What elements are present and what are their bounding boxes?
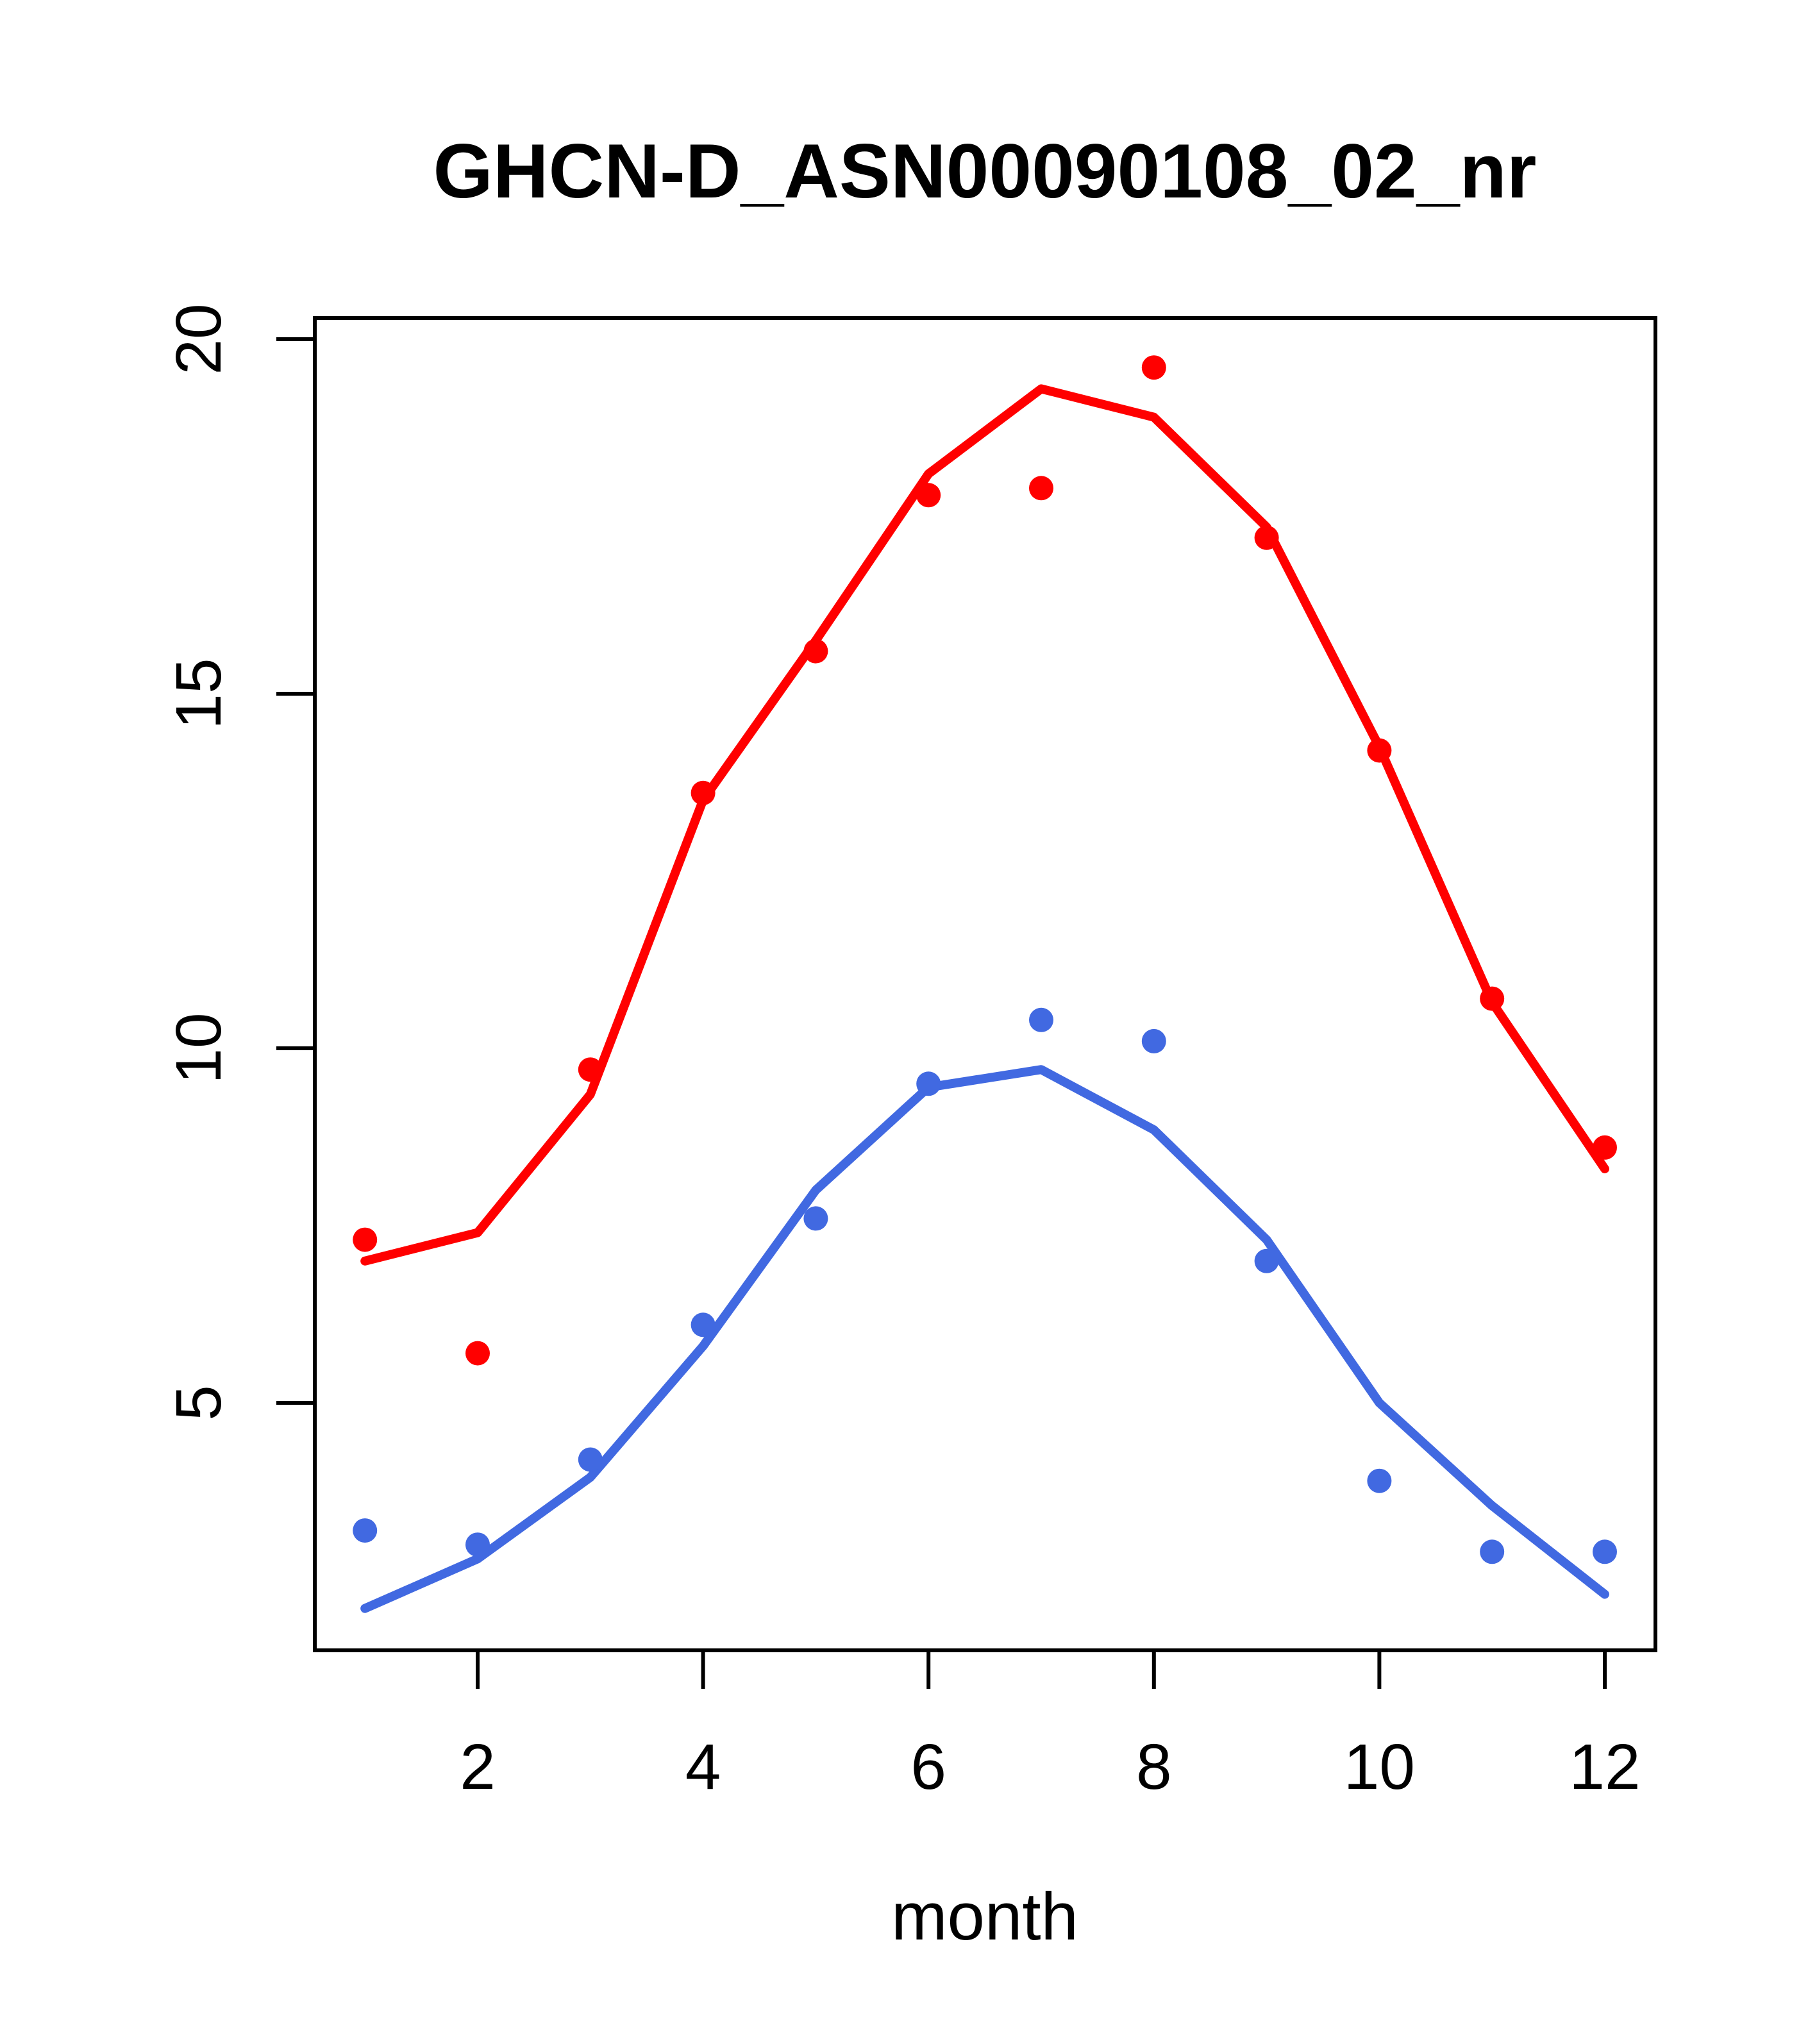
y-tick-label-20: 20 [163, 303, 235, 374]
series-layer [353, 355, 1617, 1613]
x-tick-label-4: 4 [685, 1731, 721, 1803]
x-tick-label-12: 12 [1569, 1731, 1640, 1803]
x-tick-label-2: 2 [460, 1731, 496, 1803]
tmax-monthly-points-m2 [465, 1341, 490, 1366]
y-tick-label-15: 15 [163, 658, 235, 729]
tmin-monthly-points-m10 [1367, 1468, 1392, 1493]
tmin-monthly-points-m4 [691, 1312, 716, 1337]
tmin-monthly-points-m3 [578, 1447, 603, 1472]
chart-title: GHCN-D_ASN00090108_02_nr [433, 128, 1537, 214]
tmax-monthly-points-m11 [1480, 986, 1505, 1011]
tmax-monthly-points-m7 [1029, 476, 1053, 501]
tmin-monthly-points-m12 [1593, 1539, 1617, 1564]
tmin-monthly-points-m2 [465, 1532, 490, 1557]
y-axis: 5 10 15 20 [163, 303, 315, 1421]
tmax-monthly-points-m1 [353, 1227, 378, 1252]
x-axis: 2 4 6 8 10 12 [460, 1650, 1641, 1803]
tmax-fitted-line [360, 384, 1609, 1266]
x-tick-label-10: 10 [1344, 1731, 1415, 1803]
tmax-monthly-points-m5 [803, 639, 828, 664]
tmax-monthly-points-m12 [1593, 1135, 1617, 1160]
x-tick-label-8: 8 [1136, 1731, 1172, 1803]
tmax-monthly-points-m8 [1141, 355, 1166, 380]
tmax-monthly-points-m4 [691, 780, 716, 805]
tmax-monthly-points-m9 [1254, 525, 1279, 550]
tmin-monthly-points-m9 [1254, 1248, 1279, 1273]
tmin-monthly-points-m6 [916, 1071, 941, 1096]
plot-box [313, 316, 1657, 1652]
tmin-monthly-points-m5 [803, 1206, 828, 1231]
tmin-monthly-points-m1 [353, 1518, 378, 1543]
tmax-monthly-points-m10 [1367, 738, 1392, 763]
tmax-monthly-points-m6 [916, 483, 941, 508]
y-tick-label-10: 10 [163, 1012, 235, 1084]
tmin-fitted-line [360, 1065, 1609, 1613]
x-axis-label: month [891, 1879, 1078, 1954]
tmin-monthly-points-m8 [1141, 1028, 1166, 1053]
y-tick-label-5: 5 [163, 1385, 235, 1421]
tmin-monthly-points-m7 [1029, 1007, 1053, 1032]
x-tick-label-6: 6 [910, 1731, 946, 1803]
tmin-monthly-points-m11 [1480, 1539, 1505, 1564]
tmax-monthly-points-m3 [578, 1057, 603, 1082]
